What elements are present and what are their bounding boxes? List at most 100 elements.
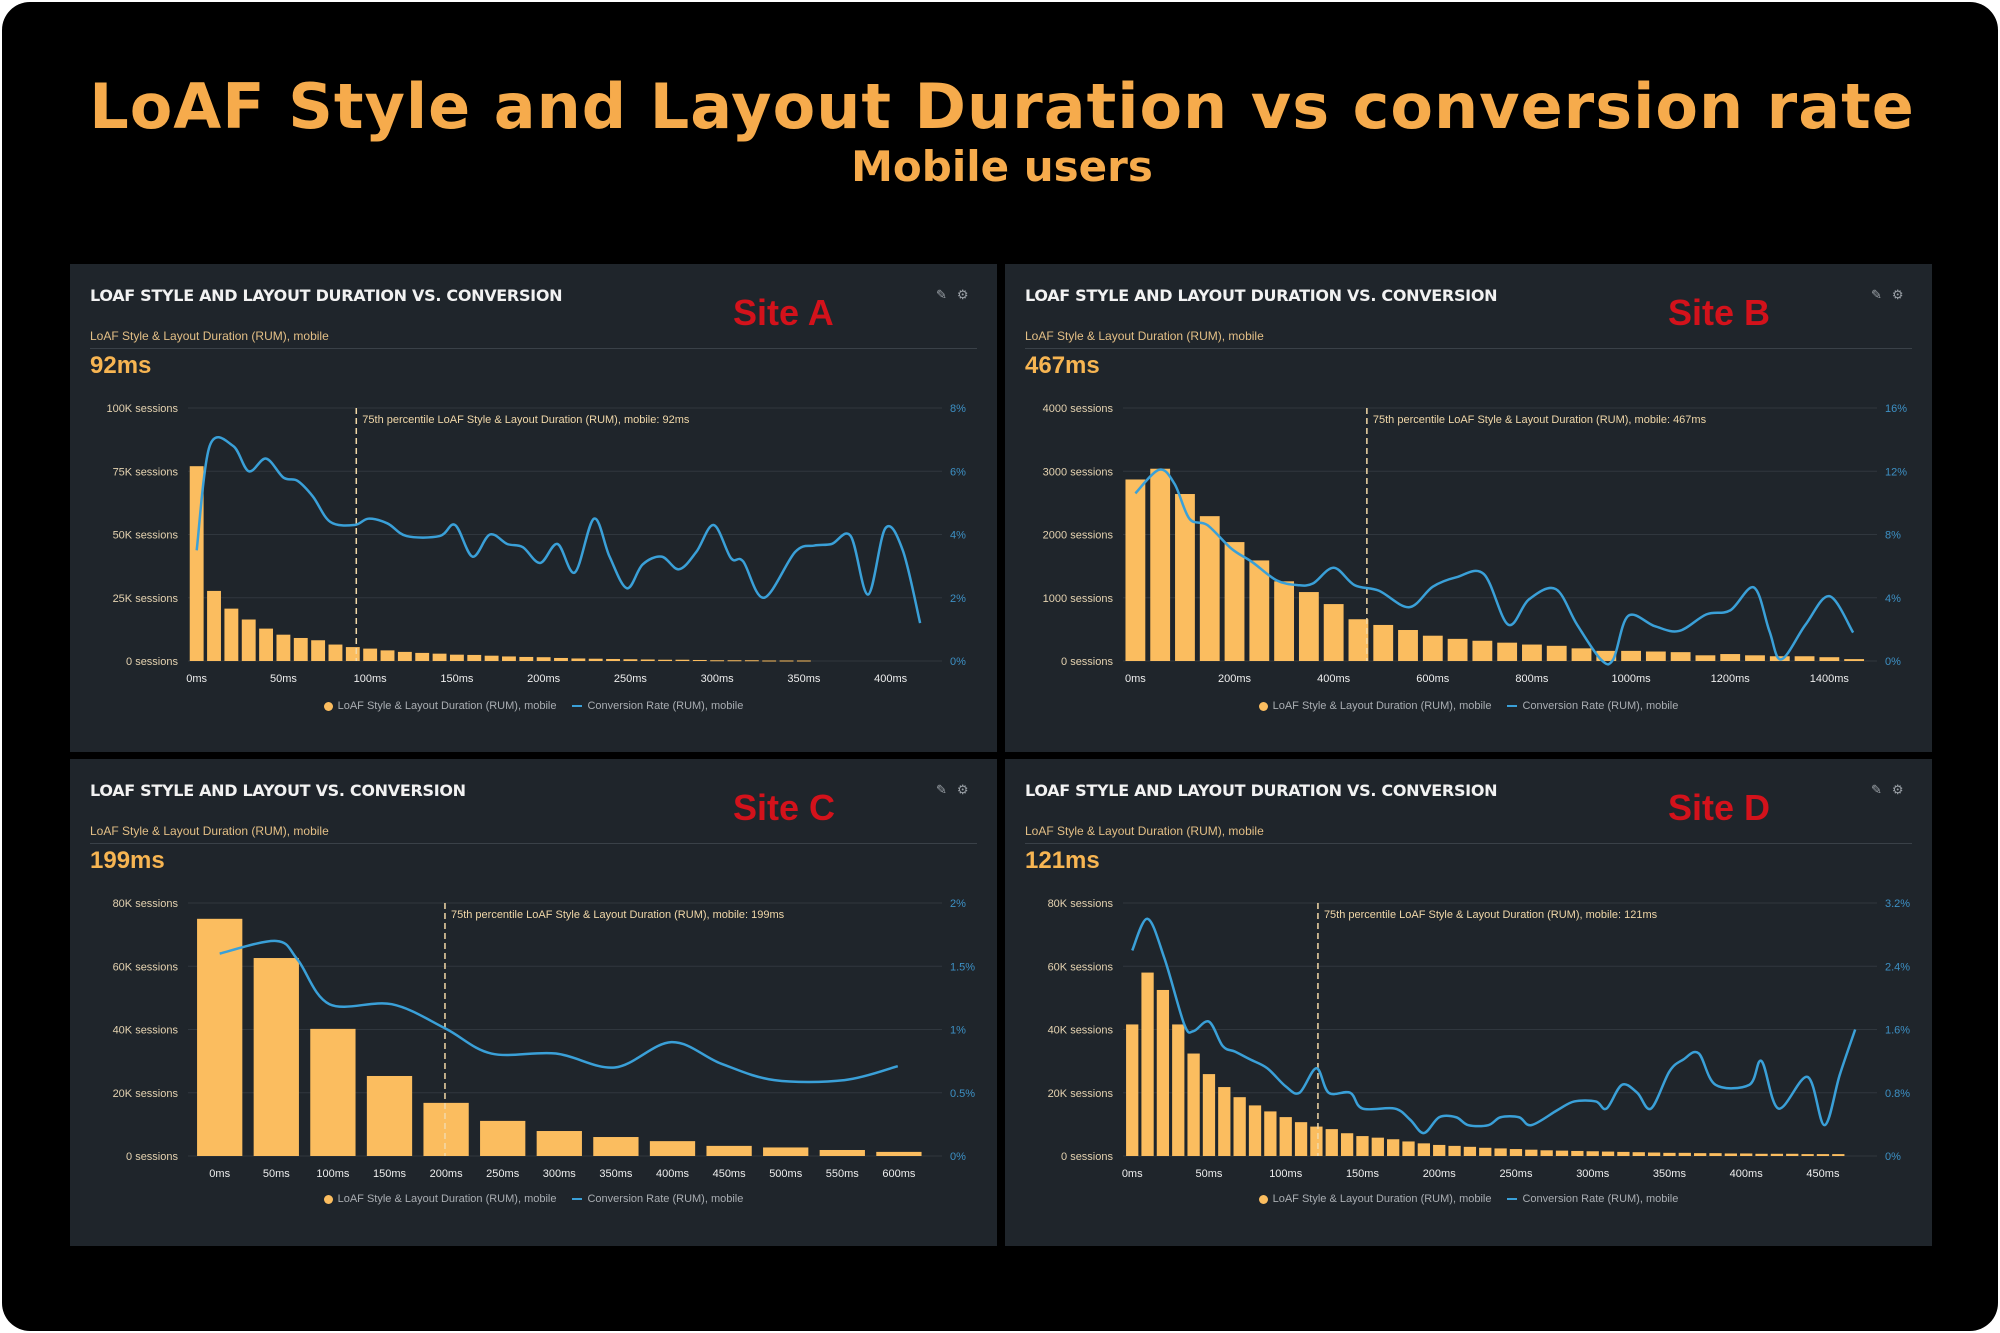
x-tick-label: 250ms (486, 1168, 520, 1180)
legend-dot-icon (323, 701, 333, 711)
histogram-bar (1348, 619, 1369, 661)
histogram-bar (1310, 1126, 1323, 1156)
histogram-bar (623, 659, 638, 661)
x-tick-label: 450ms (713, 1168, 747, 1180)
chart-legend: LoAF Style & Layout Duration (RUM), mobi… (70, 700, 997, 712)
histogram-bar (1555, 1150, 1569, 1156)
legend-dot-icon (1258, 1194, 1268, 1204)
x-tick-label: 600ms (882, 1168, 916, 1180)
pencil-icon[interactable]: ✎ (936, 287, 947, 302)
legend-item-bars[interactable]: LoAF Style & Layout Duration (RUM), mobi… (1258, 1193, 1492, 1205)
histogram-bar (207, 590, 221, 661)
x-tick-label: 250ms (614, 673, 648, 685)
histogram-bar (1175, 494, 1195, 661)
x-tick-label: 400ms (1730, 1168, 1764, 1180)
x-tick-label: 0ms (1125, 673, 1146, 685)
histogram-bar (432, 653, 447, 661)
x-tick-label: 400ms (1317, 673, 1351, 685)
histogram-bar (502, 656, 516, 661)
histogram-bar (1670, 652, 1691, 661)
histogram-bar (1647, 1152, 1661, 1156)
x-tick-label: 100ms (316, 1168, 350, 1180)
histogram-bar (536, 657, 551, 661)
histogram-bar (1472, 640, 1493, 661)
histogram-bar (1224, 542, 1245, 661)
legend-item-line[interactable]: Conversion Rate (RUM), mobile (572, 1193, 743, 1205)
pencil-icon[interactable]: ✎ (1871, 782, 1882, 797)
histogram-bar (536, 1131, 582, 1156)
histogram-bar (1294, 1122, 1308, 1156)
x-tick-label: 350ms (1653, 1168, 1687, 1180)
x-tick-label: 500ms (769, 1168, 803, 1180)
y-right-tick-label: 4% (950, 530, 966, 542)
combo-chart: 0 sessions 20K sessions 40K sessions 60K se… (113, 898, 976, 1180)
histogram-bar (1621, 650, 1641, 661)
gear-icon[interactable]: ⚙ (956, 287, 969, 302)
legend-item-line[interactable]: Conversion Rate (RUM), mobile (572, 700, 743, 712)
gear-icon[interactable]: ⚙ (1891, 782, 1904, 797)
histogram-bar (259, 628, 274, 661)
conversion-rate-line (1134, 468, 1855, 666)
gear-icon[interactable]: ⚙ (956, 782, 969, 797)
y-right-tick-label: 1.5% (950, 961, 975, 973)
y-left-tick-label: 0 sessions (126, 656, 178, 668)
legend-item-line[interactable]: Conversion Rate (RUM), mobile (1507, 700, 1678, 712)
y-left-tick-label: 1000 sessions (1043, 593, 1114, 605)
legend-label: LoAF Style & Layout Duration (RUM), mobi… (337, 1193, 557, 1205)
divider (90, 348, 977, 349)
histogram-bar (1745, 655, 1765, 661)
histogram-bar (1264, 1111, 1277, 1156)
histogram-bar (1709, 1153, 1722, 1156)
pencil-icon[interactable]: ✎ (936, 782, 947, 797)
histogram-bar (1546, 645, 1567, 661)
histogram-bar (1141, 972, 1154, 1156)
x-tick-label: 0ms (209, 1168, 230, 1180)
histogram-bar (640, 659, 655, 661)
x-tick-label: 800ms (1515, 673, 1549, 685)
divider (1025, 843, 1912, 844)
histogram-bar (1819, 657, 1840, 661)
metric-subtitle: LoAF Style & Layout Duration (RUM), mobi… (1025, 824, 1264, 838)
metric-value: 92ms (90, 352, 152, 379)
legend-item-bars[interactable]: LoAF Style & Layout Duration (RUM), mobi… (323, 1193, 557, 1205)
pencil-icon[interactable]: ✎ (1871, 287, 1882, 302)
legend-line-icon (1507, 1198, 1518, 1200)
panel-title: LOAF STYLE AND LAYOUT DURATION VS. CONVE… (1025, 781, 1498, 800)
histogram-bar (876, 1151, 922, 1156)
x-tick-label: 250ms (1499, 1168, 1533, 1180)
divider (1025, 348, 1912, 349)
legend-item-bars[interactable]: LoAF Style & Layout Duration (RUM), mobi… (323, 700, 556, 712)
legend-item-line[interactable]: Conversion Rate (RUM), mobile (1507, 1193, 1678, 1205)
histogram-bar (1571, 1150, 1584, 1156)
divider (90, 843, 977, 844)
histogram-bar (241, 619, 256, 661)
histogram-bar (197, 918, 243, 1156)
gear-icon[interactable]: ⚙ (1891, 287, 1904, 302)
histogram-bar (415, 652, 430, 661)
percentile-marker-label: 75th percentile LoAF Style & Layout Dura… (1324, 909, 1658, 921)
histogram-bar (366, 1075, 413, 1156)
legend-item-bars[interactable]: LoAF Style & Layout Duration (RUM), mobi… (1258, 700, 1491, 712)
y-left-tick-label: 60K sessions (113, 961, 179, 973)
histogram-bar (675, 659, 690, 661)
histogram-bar (1150, 468, 1171, 661)
chart-panel: LOAF STYLE AND LAYOUT DURATION VS. CONVE… (1005, 264, 1932, 752)
histogram-bar (1525, 1149, 1538, 1156)
legend-label: LoAF Style & Layout Duration (RUM), mobi… (1272, 1193, 1492, 1205)
y-right-tick-label: 0% (1885, 1151, 1901, 1163)
legend-line-icon (572, 1198, 583, 1200)
histogram-bar (588, 658, 603, 661)
x-tick-label: 50ms (1196, 1168, 1223, 1180)
histogram-bar (1387, 1139, 1400, 1156)
histogram-bar (1586, 1151, 1599, 1156)
histogram-bar (253, 958, 299, 1156)
percentile-marker-label: 75th percentile LoAF Style & Layout Dura… (451, 909, 785, 921)
metric-value: 467ms (1025, 352, 1100, 379)
histogram-bar (449, 654, 464, 661)
y-right-tick-label: 2% (950, 898, 966, 910)
histogram-bar (1356, 1136, 1369, 1156)
x-tick-label: 350ms (787, 673, 821, 685)
y-right-tick-label: 0% (1885, 656, 1901, 668)
histogram-bar (1172, 1024, 1185, 1156)
x-tick-label: 1400ms (1810, 673, 1850, 685)
